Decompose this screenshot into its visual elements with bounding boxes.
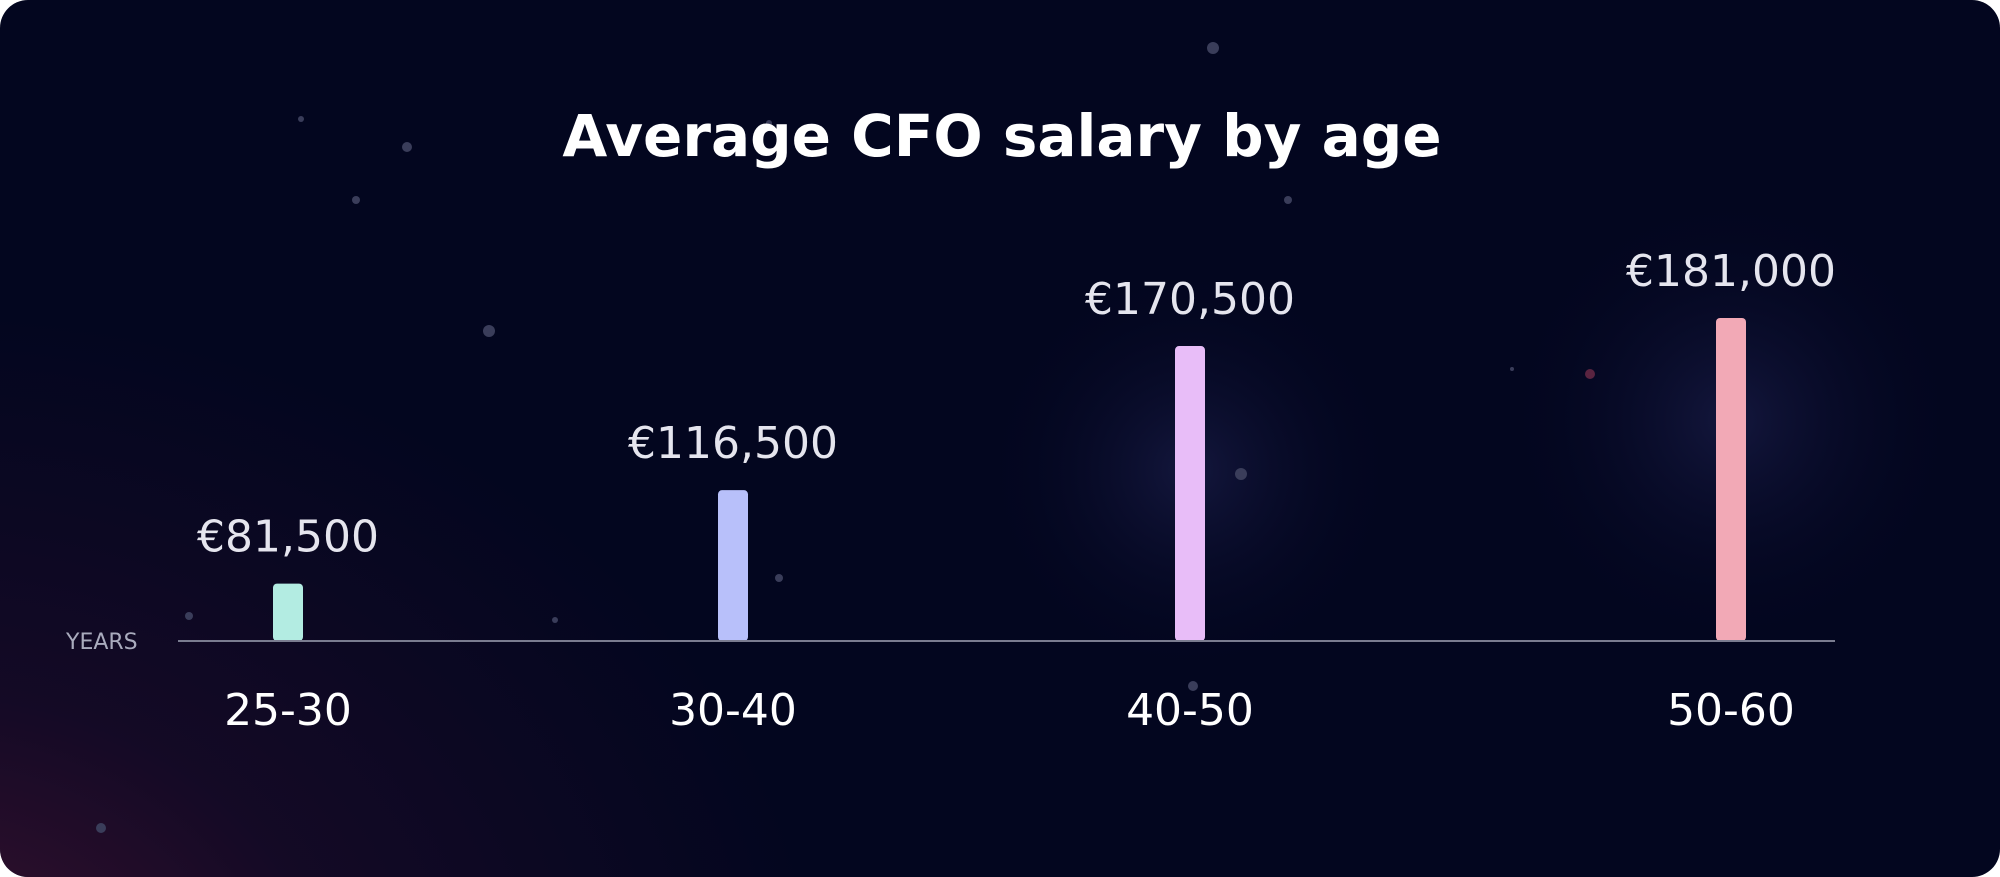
decorative-dot <box>96 823 106 833</box>
decorative-dot <box>298 116 304 122</box>
decorative-dot <box>1510 367 1514 371</box>
decorative-dot <box>185 612 193 620</box>
decorative-dot <box>1235 468 1247 480</box>
value-label-25-30: €81,500 <box>197 512 379 563</box>
bar-25-30 <box>273 583 303 641</box>
category-label-25-30: 25-30 <box>224 685 352 736</box>
decorative-dot <box>1585 369 1595 379</box>
bar-40-50 <box>1175 346 1205 641</box>
decorative-dot <box>775 574 783 582</box>
value-label-30-40: €116,500 <box>628 418 838 469</box>
decorative-dot <box>1188 681 1198 691</box>
decorative-dot <box>402 142 412 152</box>
category-label-50-60: 50-60 <box>1667 685 1795 736</box>
category-label-40-50: 40-50 <box>1126 685 1254 736</box>
bars-layer <box>273 318 1746 641</box>
decorative-dot <box>1207 42 1219 54</box>
chart-title: Average CFO salary by age <box>562 102 1441 170</box>
x-axis-label: YEARS <box>65 630 138 655</box>
labels-layer: €81,500 25-30 €116,500 30-40 €170,500 40-50 €1… <box>197 246 1836 736</box>
decorative-dot <box>1284 196 1292 204</box>
decorative-dot <box>483 325 495 337</box>
value-label-40-50: €170,500 <box>1085 274 1295 325</box>
bar-50-60 <box>1716 318 1746 641</box>
category-label-30-40: 30-40 <box>669 685 797 736</box>
bar-30-40 <box>718 490 748 641</box>
decorative-dot <box>766 120 772 126</box>
decorative-dot <box>552 617 558 623</box>
decorative-dot <box>352 196 360 204</box>
value-label-50-60: €181,000 <box>1626 246 1836 297</box>
